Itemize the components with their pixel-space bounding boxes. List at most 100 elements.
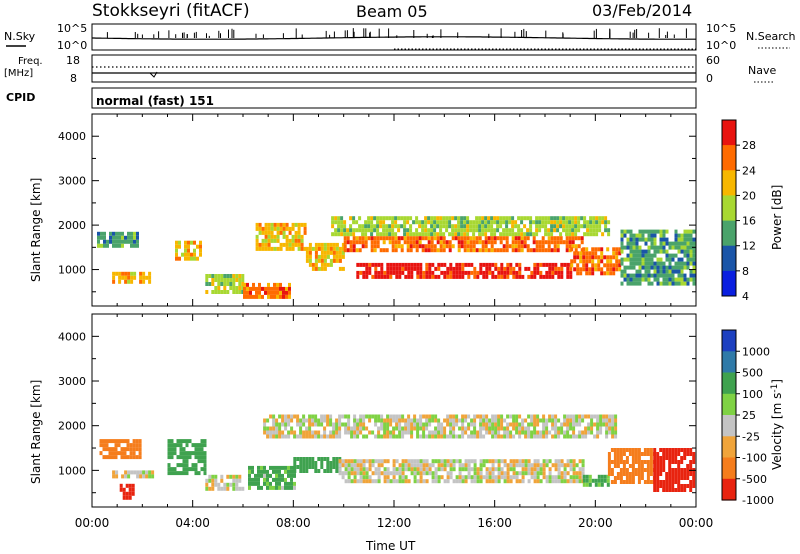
heatmap-cell — [205, 274, 209, 278]
heatmap-cell — [503, 475, 507, 480]
heatmap-cell — [515, 463, 519, 468]
heatmap-cell — [341, 266, 345, 271]
heatmap-cell — [430, 228, 434, 233]
heatmap-cell — [278, 481, 281, 486]
heatmap-cell — [656, 452, 660, 456]
heatmap-cell — [394, 220, 398, 225]
heatmap-cell — [551, 270, 555, 275]
heatmap-cell — [578, 479, 582, 484]
heatmap-cell — [332, 242, 336, 247]
heatmap-cell — [665, 269, 669, 274]
heatmap-cell — [662, 249, 666, 254]
heatmap-cell — [197, 459, 201, 464]
heatmap-cell — [203, 451, 207, 456]
heatmap-cell — [629, 241, 633, 246]
heatmap-cell — [308, 457, 312, 461]
heatmap-cell — [611, 422, 615, 427]
heatmap-cell — [606, 478, 610, 483]
heatmap-cell — [491, 414, 495, 419]
heatmap-cell — [680, 468, 684, 472]
heatmap-cell — [270, 226, 274, 231]
heatmap-cell — [600, 255, 604, 260]
heatmap-cell — [394, 216, 398, 221]
heatmap-cell — [249, 286, 252, 291]
heatmap-cell — [296, 457, 300, 461]
heatmap-cell — [386, 422, 390, 427]
heatmap-cell — [370, 240, 374, 245]
heatmap-cell — [365, 434, 369, 439]
heatmap-cell — [692, 281, 696, 286]
heatmap-cell — [671, 460, 675, 464]
heatmap-cell — [659, 472, 663, 476]
heatmap-cell — [458, 266, 462, 271]
heatmap-cell — [359, 262, 363, 267]
heatmap-cell — [413, 467, 417, 472]
heatmap-cell — [638, 281, 642, 286]
heatmap-cell — [458, 463, 462, 468]
heatmap-cell — [647, 281, 651, 286]
heatmap-cell — [397, 244, 401, 249]
heatmap-cell — [629, 281, 633, 286]
heatmap-cell — [115, 474, 119, 479]
heatmap-cell — [356, 422, 360, 427]
heatmap-cell — [649, 480, 653, 484]
heatmap-cell — [194, 451, 198, 456]
heatmap-cell — [343, 224, 347, 229]
heatmap-cell — [582, 247, 586, 252]
heatmap-cell — [505, 248, 509, 253]
heatmap-cell — [603, 478, 607, 483]
heatmap-cell — [505, 224, 509, 229]
heatmap-cell — [232, 274, 236, 278]
heatmap-cell — [565, 236, 569, 241]
heatmap-cell — [503, 426, 507, 431]
heatmap-cell — [136, 474, 140, 479]
heatmap-cell — [548, 414, 552, 419]
heatmap-cell — [185, 471, 189, 476]
heatmap-cell — [223, 290, 227, 294]
heatmap-cell — [554, 270, 558, 275]
heatmap-cell — [338, 426, 342, 431]
heatmap-cell — [352, 216, 356, 221]
heatmap-cell — [643, 480, 647, 484]
heatmap-cell — [622, 472, 626, 476]
heatmap-cell — [409, 248, 413, 253]
heatmap-cell — [382, 236, 386, 241]
colorbar-tick-label: 8 — [742, 265, 749, 278]
heatmap-cell — [470, 270, 474, 275]
heatmap-cell — [578, 430, 582, 435]
heatmap-cell — [653, 480, 657, 484]
heatmap-cell — [197, 471, 201, 476]
heatmap-cell — [118, 271, 122, 276]
heatmap-cell — [554, 430, 558, 435]
heatmap-cell — [600, 271, 604, 276]
heatmap-cell — [413, 459, 417, 464]
heatmap-cell — [470, 459, 474, 464]
heatmap-cell — [458, 262, 462, 267]
heatmap-cell — [692, 480, 696, 484]
heatmap-cell — [512, 459, 516, 464]
heatmap-cell — [145, 470, 149, 475]
heatmap-cell — [686, 253, 690, 258]
heatmap-cell — [496, 216, 500, 221]
heatmap-cell — [565, 240, 569, 245]
heatmap-cell — [512, 422, 516, 427]
heatmap-cell — [548, 418, 552, 423]
heatmap-cell — [585, 482, 589, 487]
heatmap-cell — [460, 220, 464, 225]
heatmap-cell — [443, 463, 447, 468]
heatmap-cell — [592, 220, 596, 225]
heatmap-cell — [258, 290, 261, 295]
heatmap-cell — [135, 455, 139, 460]
heatmap-cell — [647, 273, 651, 278]
heatmap-cell — [518, 434, 522, 439]
heatmap-cell — [129, 443, 133, 448]
heatmap-cell — [614, 426, 618, 431]
cpid-panel — [91, 87, 697, 109]
heatmap-cell — [416, 422, 420, 427]
heatmap-cell — [565, 248, 569, 253]
heatmap-cell — [269, 465, 272, 470]
heatmap-cell — [255, 222, 259, 227]
heatmap-cell — [566, 471, 570, 476]
heatmap-cell — [638, 245, 642, 250]
heatmap-cell — [683, 229, 687, 234]
